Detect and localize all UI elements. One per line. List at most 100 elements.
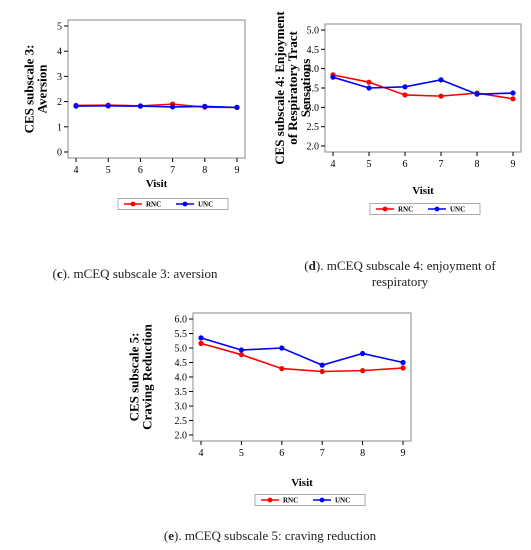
chart-e-ytick-label-7: 5.5 [175, 329, 188, 340]
chart-d-ylabel: CES subscale 4: Enjoymentof Respiratory … [272, 11, 313, 165]
chart-e-series-UNC-line [200, 337, 404, 366]
chart-e-series-UNC-point-4 [360, 350, 366, 357]
chart-c-series-UNC-point-2 [137, 103, 143, 109]
chart-c-xtick-label-5: 9 [235, 165, 240, 176]
chart-e-ylabel-line-0: CES subscale 5: [127, 333, 142, 422]
chart-d-legend-label-RNC: RNC [398, 206, 413, 214]
chart-panel-d: 2.0 2.5 3.0 3.5 4.0 4.5 5.0 4 5 6 7 8 9 Visit CES subs… [272, 0, 531, 220]
chart-e-legend-box [254, 494, 366, 506]
caption-e-letter: e [168, 528, 174, 543]
chart-d-ytick-label-0: 2.0 [307, 142, 320, 153]
chart-c-legend-box [117, 198, 229, 210]
chart-d-legend-label-UNC: UNC [450, 206, 465, 214]
chart-d-series-UNC-point-4 [474, 91, 480, 97]
chart-d-legend-marker-UNC [434, 206, 440, 212]
chart-c-series-UNC-point-4 [202, 103, 208, 109]
chart-c-series-UNC-point-1 [105, 103, 111, 109]
chart-c-xtick-label-0: 4 [74, 165, 79, 176]
chart-c-series-UNC-point-5 [234, 104, 240, 110]
chart-e-ytick-label-2: 3.0 [175, 402, 188, 413]
chart-e-series-UNC-point-1 [238, 347, 244, 353]
caption-c-text: . mCEQ subscale 3: aversion [66, 266, 218, 281]
chart-e-ytick-label-6: 5.0 [175, 344, 188, 355]
chart-d-series-RNC-point-2 [402, 92, 408, 98]
chart-e-series-RNC-point-1 [238, 352, 244, 358]
caption-d: (d). mCEQ subscale 4: enjoyment of respi… [304, 258, 496, 289]
chart-d-series-UNC-point-0 [330, 74, 336, 80]
chart-c-ytick-label-2: 2 [57, 97, 62, 108]
chart-d-ytick-label-5: 4.5 [307, 45, 320, 56]
chart-e-legend-label-UNC: UNC [335, 497, 350, 505]
chart-d-xtick-label-1: 5 [367, 159, 372, 170]
chart-e-ytick-label-8: 6.0 [175, 315, 188, 326]
chart-d-xtick-label-0: 4 [331, 159, 336, 170]
chart-c-frame [67, 19, 246, 159]
chart-e-xtick-label-4: 8 [360, 448, 365, 459]
chart-d-series-RNC-point-3 [438, 93, 444, 99]
chart-e-xlabel: Visit [291, 477, 313, 489]
chart-d-series-UNC-point-5 [510, 90, 516, 96]
chart-e-ytick-label-0: 2.0 [175, 431, 188, 442]
chart-e-frame [192, 312, 412, 442]
chart-d-xtick-label-3: 7 [439, 159, 444, 170]
chart-d-series-UNC-point-1 [366, 85, 372, 91]
chart-c-ylabel-line-0: CES subscale 3: [22, 45, 37, 134]
chart-e-ylabel: CES subscale 5:Craving Reduction [127, 323, 155, 430]
chart-e-series-UNC-point-2 [279, 345, 285, 351]
chart-c-svg: 0 1 2 3 4 5 4 5 6 7 8 9 Visit CES subscale 3:Aversion… [22, 19, 246, 210]
chart-d-group: 2.0 2.5 3.0 3.5 4.0 4.5 5.0 4 5 6 7 8 9 Visit CES subs… [272, 11, 522, 215]
chart-e-group: 2.0 2.5 3.0 3.5 4.0 4.5 5.0 5.5 6.0 4 5 6 7 8 9 Visit CE… [127, 312, 412, 506]
chart-e-ytick-label-3: 3.5 [175, 387, 188, 398]
chart-e-legend-marker-UNC [319, 497, 325, 503]
chart-e-series-RNC-point-5 [400, 365, 406, 371]
chart-d-xtick-label-4: 8 [475, 159, 480, 170]
chart-d-xlabel: Visit [412, 185, 434, 197]
chart-e-series-RNC-line [200, 342, 404, 373]
chart-e-series-RNC-point-0 [198, 340, 204, 346]
chart-d-series-UNC-point-3 [438, 77, 444, 83]
chart-d-ylabel-line-1: of Respiratory Tract [285, 31, 300, 145]
chart-d-xtick-label-2: 6 [403, 159, 408, 170]
chart-e-series-RNC-point-3 [319, 368, 325, 375]
chart-e-svg: 2.0 2.5 3.0 3.5 4.0 4.5 5.0 5.5 6.0 4 5 6 7 8 9 Visit CE… [127, 312, 412, 506]
chart-d-xtick-label-5: 9 [511, 159, 516, 170]
chart-e-ytick-label-4: 4.0 [175, 373, 188, 384]
chart-c-series-UNC-point-0 [73, 103, 79, 109]
chart-d-ytick-label-3: 3.5 [307, 84, 320, 95]
chart-e-ylabel-line-1: Craving Reduction [140, 323, 155, 430]
chart-d-series-RNC-line [332, 74, 514, 100]
chart-c-ytick-label-4: 4 [57, 47, 62, 58]
chart-e-ytick-label-1: 2.5 [175, 416, 188, 427]
chart-c-xtick-label-1: 5 [106, 165, 111, 176]
chart-d-series-RNC-point-1 [366, 79, 372, 85]
chart-e-series-UNC-point-3 [319, 362, 325, 368]
chart-c-ytick-label-3: 3 [57, 72, 62, 83]
chart-e-series-UNC-point-5 [400, 359, 406, 366]
chart-e-legend-marker-RNC [267, 497, 273, 503]
caption-d-letter: d [308, 258, 316, 273]
chart-c-series-UNC-line [75, 105, 238, 109]
chart-e-xtick-label-3: 7 [320, 448, 325, 459]
chart-c-xtick-label-2: 6 [138, 165, 143, 176]
chart-c-legend-marker-UNC [182, 201, 188, 207]
chart-d-ylabel-line-0: CES subscale 4: Enjoyment [272, 11, 287, 165]
chart-c-ytick-label-1: 1 [57, 122, 62, 133]
chart-e-ytick-label-5: 4.5 [175, 358, 188, 369]
chart-c-legend-marker-RNC [130, 201, 136, 207]
caption-c: (c). mCEQ subscale 3: aversion [52, 266, 218, 281]
chart-d-series-RNC-point-5 [510, 96, 516, 102]
chart-c-xlabel: Visit [146, 178, 168, 190]
chart-d-legend-marker-RNC [382, 206, 388, 212]
chart-c-ylabel: CES subscale 3:Aversion [22, 45, 50, 134]
chart-e-series-UNC-point-0 [198, 335, 204, 341]
caption-e-text: . mCEQ subscale 5: craving reduction [178, 528, 377, 543]
chart-c-xtick-label-4: 8 [202, 165, 207, 176]
chart-e-xtick-label-5: 9 [401, 448, 406, 459]
caption-e: (e). mCEQ subscale 5: craving reduction [163, 528, 377, 543]
chart-c-legend-label-RNC: RNC [146, 201, 161, 209]
chart-e-xtick-label-0: 4 [199, 448, 204, 459]
chart-c-ytick-label-5: 5 [57, 22, 62, 33]
chart-d-series-UNC-point-2 [402, 84, 408, 90]
chart-d-frame [324, 23, 522, 153]
chart-d-ytick-label-2: 3.0 [307, 103, 320, 114]
